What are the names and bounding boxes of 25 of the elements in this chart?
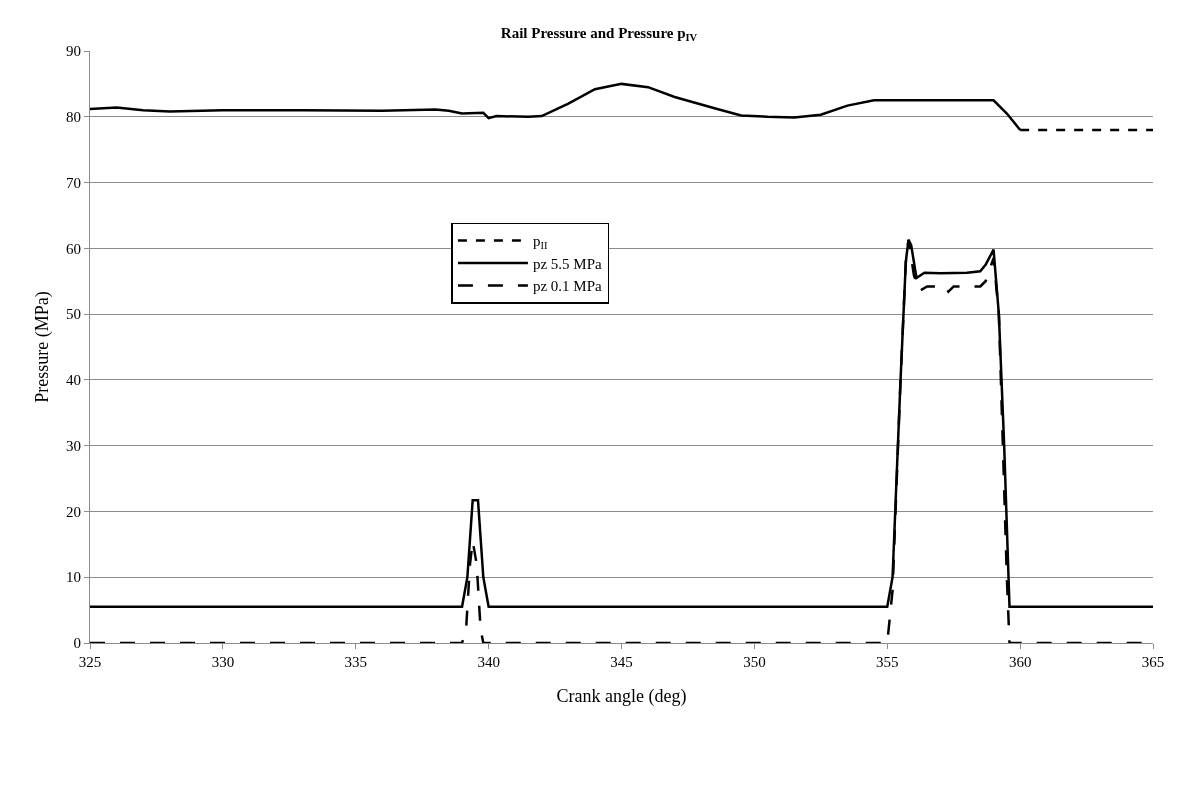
legend-label: pz 5.5 MPa xyxy=(532,255,603,272)
x-tick-label: 355 xyxy=(876,654,899,670)
legend-label: p$_{II}$ xyxy=(532,233,548,252)
legend-label: pz 0.1 MPa xyxy=(532,278,603,295)
chart-title: Rail Pressure and Pressure p$_{IV}$ xyxy=(500,25,698,44)
x-axis-title: Crank angle (deg) xyxy=(556,686,687,708)
y-tick-label: 80 xyxy=(66,109,81,126)
y-tick-label: 50 xyxy=(66,306,81,323)
x-tick-label: 325 xyxy=(78,654,102,670)
x-tick-label: 360 xyxy=(1008,654,1032,670)
x-tick-label: 345 xyxy=(610,654,633,670)
x-tick-label: 335 xyxy=(344,654,367,670)
y-axis-title: Pressure (MPa) xyxy=(32,291,54,403)
y-tick-label: 0 xyxy=(73,635,81,652)
x-tick-label: 330 xyxy=(211,654,235,670)
y-tick-label: 60 xyxy=(66,240,81,257)
y-tick-label: 20 xyxy=(66,503,81,520)
y-tick-label: 70 xyxy=(66,174,81,191)
y-tick-label: 10 xyxy=(66,569,81,586)
x-tick-label: 365 xyxy=(1141,654,1165,670)
y-tick-label: 90 xyxy=(66,43,81,60)
y-tick-label: 40 xyxy=(66,372,81,389)
x-tick-label: 340 xyxy=(477,654,500,670)
x-tick-label: 350 xyxy=(743,654,766,670)
y-tick-label: 30 xyxy=(66,437,81,454)
